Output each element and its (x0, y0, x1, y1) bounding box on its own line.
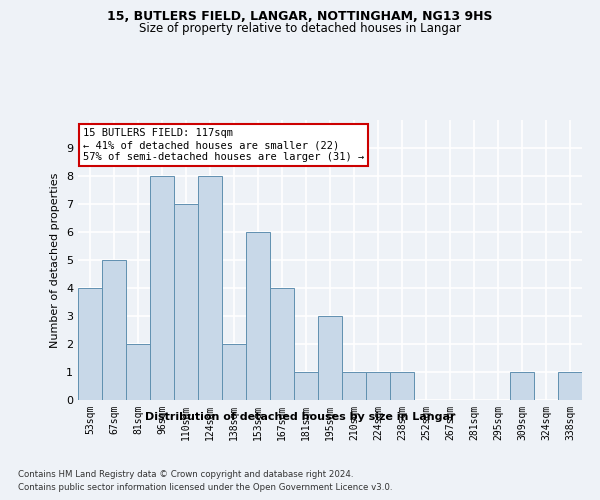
Bar (270, 288, 294, 400)
Text: Contains public sector information licensed under the Open Government Licence v3: Contains public sector information licen… (18, 482, 392, 492)
Bar (246, 232, 270, 400)
Bar (510, 372, 534, 400)
Bar (294, 372, 318, 400)
Bar (558, 372, 582, 400)
Bar (126, 344, 150, 400)
Text: 15 BUTLERS FIELD: 117sqm
← 41% of detached houses are smaller (22)
57% of semi-d: 15 BUTLERS FIELD: 117sqm ← 41% of detach… (83, 128, 364, 162)
Bar (366, 372, 390, 400)
Text: Contains HM Land Registry data © Crown copyright and database right 2024.: Contains HM Land Registry data © Crown c… (18, 470, 353, 479)
Bar (150, 176, 174, 400)
Bar (390, 372, 414, 400)
Y-axis label: Number of detached properties: Number of detached properties (50, 172, 61, 348)
Bar (102, 260, 126, 400)
Bar (222, 344, 246, 400)
Text: 15, BUTLERS FIELD, LANGAR, NOTTINGHAM, NG13 9HS: 15, BUTLERS FIELD, LANGAR, NOTTINGHAM, N… (107, 10, 493, 23)
Bar (318, 316, 342, 400)
Bar (342, 372, 366, 400)
Text: Distribution of detached houses by size in Langar: Distribution of detached houses by size … (145, 412, 455, 422)
Text: Size of property relative to detached houses in Langar: Size of property relative to detached ho… (139, 22, 461, 35)
Bar (198, 176, 222, 400)
Bar (78, 288, 102, 400)
Bar (174, 204, 198, 400)
